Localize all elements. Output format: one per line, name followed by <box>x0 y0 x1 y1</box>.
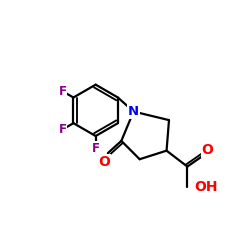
Text: N: N <box>128 105 139 118</box>
Text: O: O <box>202 143 213 157</box>
Text: F: F <box>59 85 67 98</box>
Text: OH: OH <box>194 180 218 194</box>
Text: F: F <box>59 123 67 136</box>
Text: O: O <box>98 155 110 169</box>
Text: F: F <box>92 142 100 155</box>
